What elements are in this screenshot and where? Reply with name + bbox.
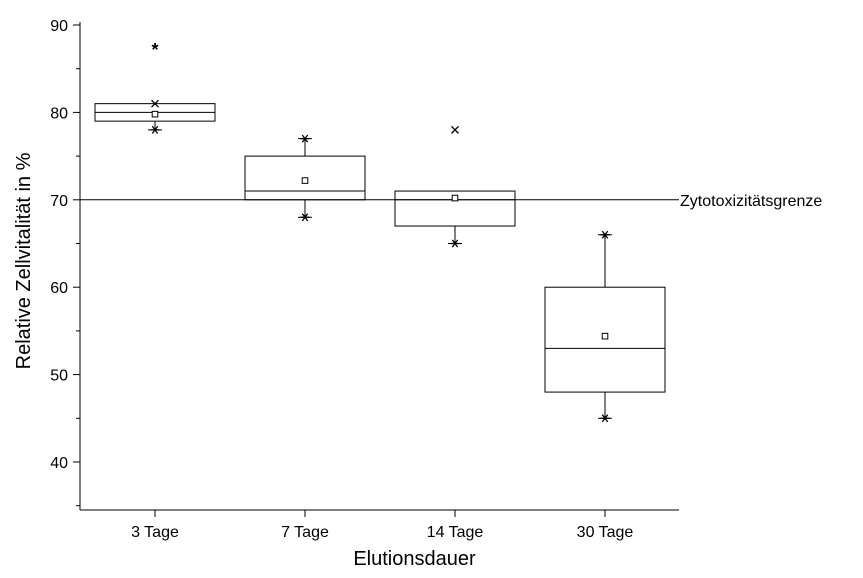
box <box>544 286 666 393</box>
mean-marker <box>301 177 309 184</box>
y-axis-title: Relative Zellvitalität in % <box>13 152 35 369</box>
y-tick-label: 70 <box>50 193 68 210</box>
y-tick-label: 50 <box>50 368 68 385</box>
min-marker <box>600 414 610 423</box>
x-tick-label: 14 Tage <box>427 524 484 541</box>
box <box>394 190 516 227</box>
y-tick-label: 90 <box>50 18 68 35</box>
max-marker <box>600 230 610 239</box>
max-marker <box>451 125 459 134</box>
mean-marker <box>151 110 159 118</box>
mean-marker <box>601 332 609 340</box>
reference-line-label: Zytotoxizitätsgrenze <box>680 193 822 210</box>
min-marker <box>450 239 460 248</box>
min-marker <box>300 213 310 222</box>
mean-marker <box>451 194 459 202</box>
box <box>244 155 366 201</box>
y-tick-label: 80 <box>50 105 68 122</box>
max-marker <box>300 134 310 143</box>
x-tick-label: 7 Tage <box>281 524 329 541</box>
max-marker <box>151 99 159 108</box>
outlier-marker: * <box>151 40 158 60</box>
y-tick-label: 40 <box>50 455 68 472</box>
x-tick-label: 3 Tage <box>131 524 179 541</box>
x-tick-label: 30 Tage <box>577 524 634 541</box>
y-tick-label: 60 <box>50 280 68 297</box>
min-marker <box>150 125 160 134</box>
x-axis-title: Elutionsdauer <box>353 548 476 570</box>
plot-area: 40 50 60 70 80 90 3 Tage 7 Tage 14 Tage 30 Tage * <box>50 18 679 541</box>
